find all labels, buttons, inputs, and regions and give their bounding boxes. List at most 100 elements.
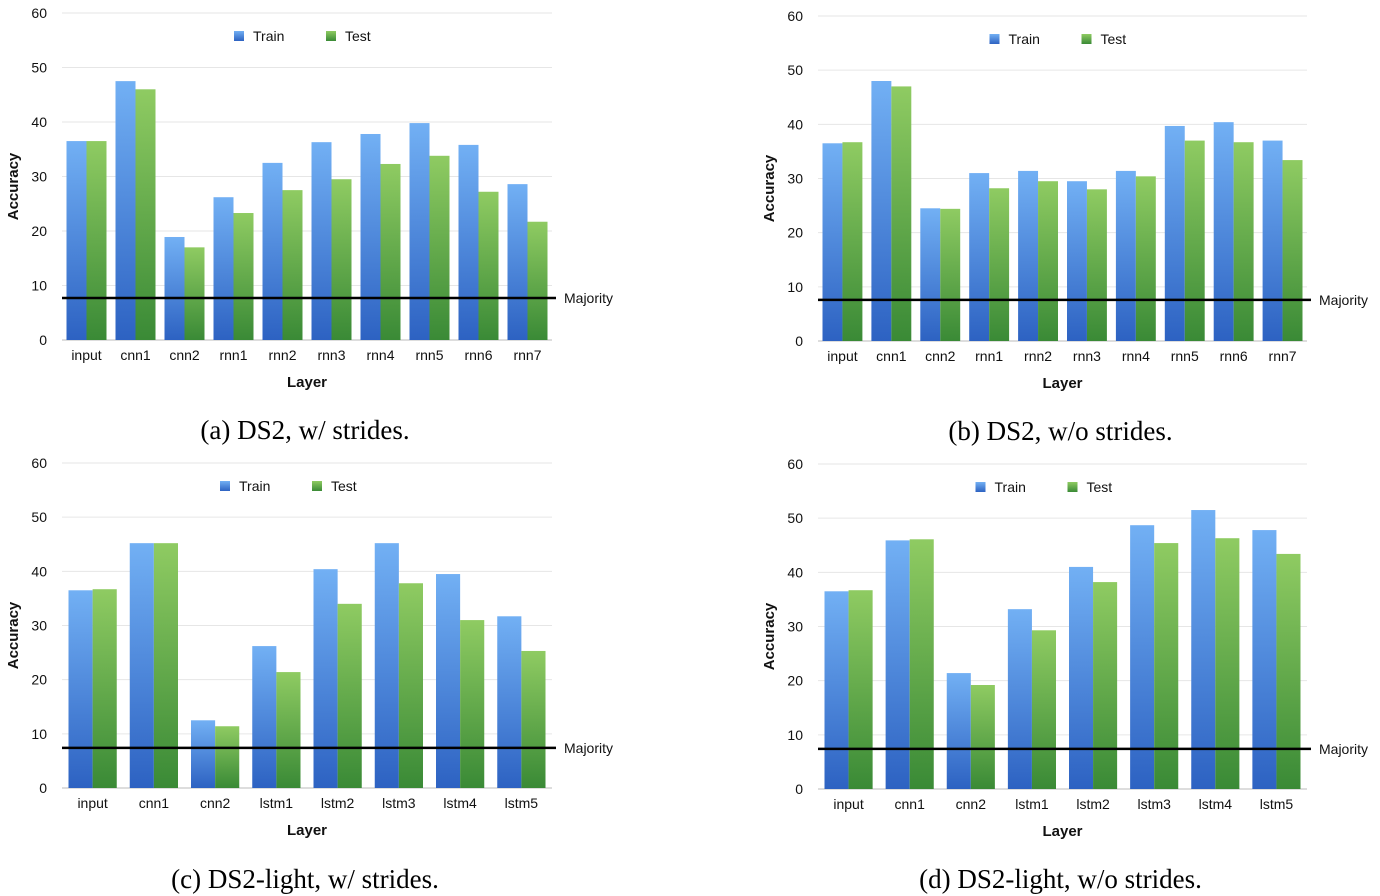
x-tick-label: rnn7 xyxy=(513,347,541,363)
bar-test-rnn7 xyxy=(1282,160,1303,341)
bar-train-rnn7 xyxy=(507,184,528,340)
bar-test-input xyxy=(86,141,107,340)
y-tick-label: 50 xyxy=(787,510,803,526)
legend-label-train: Train xyxy=(239,478,270,494)
bar-test-lstm5 xyxy=(521,650,546,788)
x-tick-label: cnn1 xyxy=(876,348,907,364)
bar-train-lstm1 xyxy=(1007,609,1032,789)
x-tick-label: lstm1 xyxy=(1015,796,1049,812)
y-tick-label: 60 xyxy=(787,456,803,472)
x-tick-label: lstm5 xyxy=(505,795,539,811)
y-axis-title: Accuracy xyxy=(761,602,778,670)
bar-train-rnn2 xyxy=(1018,170,1039,341)
y-tick-label: 0 xyxy=(795,781,803,797)
bar-test-lstm1 xyxy=(276,672,301,788)
legend-label-train: Train xyxy=(995,479,1026,495)
legend-swatch-train xyxy=(234,31,244,41)
legend-swatch-test xyxy=(326,31,336,41)
bar-test-lstm5 xyxy=(1276,553,1301,789)
y-tick-label: 20 xyxy=(787,225,803,241)
subfigure-caption: (c) DS2-light, w/ strides. xyxy=(171,864,439,894)
bar-train-lstm5 xyxy=(497,616,522,788)
legend-swatch-test xyxy=(1081,34,1092,44)
x-axis-title: Layer xyxy=(1042,823,1082,840)
bar-test-rnn3 xyxy=(331,179,352,340)
bar-test-lstm4 xyxy=(460,620,485,788)
x-tick-label: rnn2 xyxy=(1024,348,1052,364)
bar-train-rnn4 xyxy=(1115,170,1136,341)
bar-train-cnn2 xyxy=(920,208,941,341)
y-tick-label: 60 xyxy=(787,8,803,24)
x-tick-label: lstm4 xyxy=(1199,796,1233,812)
y-tick-label: 20 xyxy=(787,673,803,689)
x-tick-label: cnn2 xyxy=(956,796,987,812)
bar-test-rnn6 xyxy=(478,191,499,340)
legend-swatch-test xyxy=(1067,482,1078,492)
x-tick-label: cnn1 xyxy=(120,347,151,363)
bar-train-input xyxy=(68,590,93,788)
x-tick-label: lstm3 xyxy=(382,795,416,811)
majority-label: Majority xyxy=(1319,292,1368,308)
y-tick-label: 20 xyxy=(31,223,47,239)
bar-train-rnn5 xyxy=(1164,125,1185,341)
bar-test-cnn1 xyxy=(153,543,178,788)
bar-test-lstm4 xyxy=(1215,538,1240,789)
bar-test-cnn1 xyxy=(891,86,912,342)
bar-train-lstm5 xyxy=(1252,530,1277,789)
y-tick-label: 50 xyxy=(31,60,47,76)
x-tick-label: input xyxy=(71,347,101,363)
bar-test-lstm2 xyxy=(337,603,362,788)
x-tick-label: cnn1 xyxy=(139,795,170,811)
majority-label: Majority xyxy=(564,740,613,756)
bar-train-rnn1 xyxy=(969,173,990,341)
x-tick-label: rnn2 xyxy=(268,347,296,363)
x-tick-label: lstm2 xyxy=(1076,796,1110,812)
bar-train-cnn2 xyxy=(191,720,216,788)
bar-test-lstm3 xyxy=(1154,543,1179,789)
bar-test-cnn2 xyxy=(215,726,240,788)
bar-test-rnn3 xyxy=(1086,189,1107,341)
y-tick-label: 30 xyxy=(31,618,47,634)
bar-test-cnn2 xyxy=(970,685,995,789)
bar-test-rnn4 xyxy=(1135,176,1156,341)
chart-panel-b: 0 10 20 30 40 50 60 input cnn1 cnn2 rnn1 rnn2 rnn3 rn… xyxy=(761,8,1368,446)
y-tick-label: 60 xyxy=(31,455,47,471)
legend-label-test: Test xyxy=(1087,479,1113,495)
bar-test-cnn2 xyxy=(940,208,961,341)
chart-panel-d: 0 10 20 30 40 50 60 input cnn1 cnn2 lstm1 lstm2 lstm… xyxy=(761,456,1368,894)
bar-test-rnn5 xyxy=(429,155,450,340)
y-tick-label: 0 xyxy=(39,332,47,348)
y-tick-label: 40 xyxy=(31,114,47,130)
bar-test-lstm3 xyxy=(398,583,423,788)
bar-test-cnn2 xyxy=(184,247,205,340)
y-tick-label: 60 xyxy=(31,5,47,21)
subfigure-caption: (a) DS2, w/ strides. xyxy=(200,415,409,445)
bar-test-rnn4 xyxy=(380,163,401,340)
y-axis-title: Accuracy xyxy=(761,154,778,222)
bar-test-input xyxy=(848,590,873,789)
legend-swatch-train xyxy=(220,481,230,491)
x-tick-label: lstm4 xyxy=(443,795,477,811)
y-tick-label: 50 xyxy=(31,509,47,525)
bar-train-cnn1 xyxy=(129,543,154,788)
x-tick-label: input xyxy=(827,348,857,364)
legend-swatch-test xyxy=(312,481,322,491)
x-tick-label: rnn6 xyxy=(1220,348,1248,364)
y-axis-title: Accuracy xyxy=(5,152,22,220)
bar-train-rnn2 xyxy=(262,162,283,340)
bar-train-lstm3 xyxy=(374,543,399,788)
legend-label-train: Train xyxy=(253,28,284,44)
y-tick-label: 0 xyxy=(795,333,803,349)
x-tick-label: rnn5 xyxy=(1171,348,1199,364)
majority-label: Majority xyxy=(1319,741,1368,757)
x-tick-label: rnn4 xyxy=(1122,348,1150,364)
bar-train-rnn1 xyxy=(213,197,234,340)
bar-train-cnn1 xyxy=(885,540,910,789)
bar-test-rnn2 xyxy=(1038,181,1058,341)
y-tick-label: 20 xyxy=(31,672,47,688)
bar-test-lstm2 xyxy=(1093,582,1118,789)
bar-test-input xyxy=(842,142,863,341)
y-tick-label: 10 xyxy=(31,278,47,294)
bar-train-cnn1 xyxy=(115,81,136,340)
